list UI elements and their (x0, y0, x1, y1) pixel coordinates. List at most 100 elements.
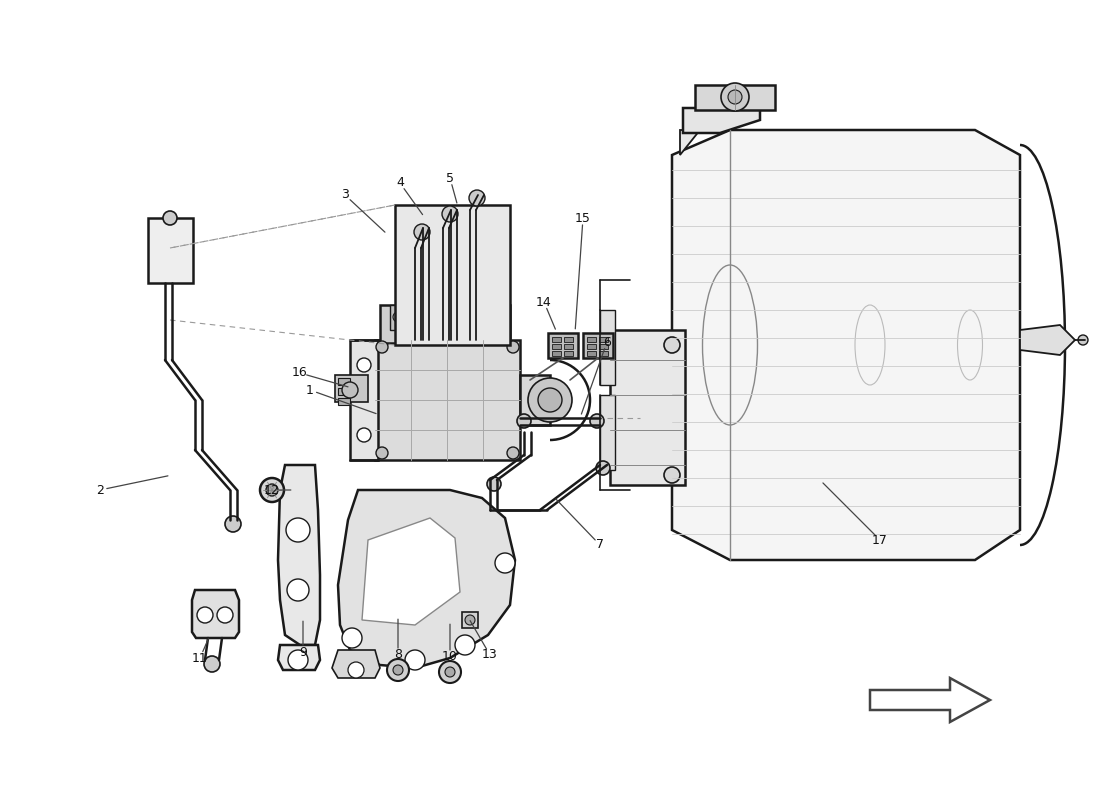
Bar (548, 333, 578, 358)
Circle shape (425, 312, 435, 322)
Circle shape (204, 656, 220, 672)
Circle shape (728, 90, 743, 104)
Bar (338, 378, 350, 385)
Circle shape (720, 83, 749, 111)
Circle shape (376, 341, 388, 353)
Circle shape (226, 516, 241, 532)
Circle shape (414, 224, 430, 240)
Text: 1: 1 (306, 383, 313, 397)
Circle shape (376, 447, 388, 459)
Text: 10: 10 (442, 650, 458, 663)
Text: 17: 17 (872, 534, 888, 546)
Bar (395, 205, 510, 345)
Circle shape (446, 667, 455, 677)
Circle shape (490, 312, 499, 322)
Polygon shape (600, 310, 615, 385)
Bar (148, 218, 192, 283)
Circle shape (163, 211, 177, 225)
Bar (600, 344, 608, 349)
Circle shape (393, 312, 403, 322)
Polygon shape (278, 465, 320, 645)
Polygon shape (680, 130, 700, 155)
Circle shape (286, 518, 310, 542)
Bar (600, 351, 608, 356)
Bar (564, 351, 573, 356)
Circle shape (358, 428, 371, 442)
Text: 12: 12 (264, 483, 279, 497)
Circle shape (596, 461, 611, 475)
Circle shape (469, 190, 485, 206)
Bar (583, 333, 613, 358)
Circle shape (197, 607, 213, 623)
Text: 8: 8 (394, 649, 402, 662)
Text: 15: 15 (575, 211, 591, 225)
Circle shape (387, 659, 409, 681)
Circle shape (439, 661, 461, 683)
Polygon shape (362, 518, 460, 625)
Bar (564, 337, 573, 342)
Bar (379, 305, 510, 343)
Bar (422, 305, 438, 330)
Bar (695, 85, 776, 110)
Bar (338, 388, 350, 395)
Circle shape (260, 478, 284, 502)
Circle shape (487, 477, 500, 491)
Circle shape (590, 414, 604, 428)
Circle shape (348, 662, 364, 678)
Circle shape (495, 553, 515, 573)
Bar (390, 305, 406, 330)
Polygon shape (683, 108, 760, 133)
Bar (564, 344, 573, 349)
Circle shape (507, 447, 519, 459)
Polygon shape (672, 130, 1020, 560)
Circle shape (1078, 335, 1088, 345)
Bar (600, 337, 608, 342)
Circle shape (465, 615, 475, 625)
Circle shape (358, 358, 371, 372)
Polygon shape (278, 645, 320, 670)
Circle shape (528, 378, 572, 422)
Circle shape (455, 635, 475, 655)
Bar (454, 305, 470, 330)
Text: 13: 13 (482, 649, 498, 662)
Bar (552, 344, 561, 349)
Circle shape (517, 414, 531, 428)
Bar (552, 337, 561, 342)
Polygon shape (600, 395, 615, 470)
Bar (350, 340, 378, 460)
Text: 9: 9 (299, 646, 307, 658)
Text: 14: 14 (536, 295, 552, 309)
Bar (610, 330, 685, 485)
Polygon shape (1020, 325, 1075, 355)
Text: 2: 2 (96, 483, 103, 497)
Text: 16: 16 (293, 366, 308, 379)
Circle shape (266, 484, 278, 496)
Polygon shape (192, 590, 239, 638)
Bar (462, 612, 478, 628)
Text: 11: 11 (192, 651, 208, 665)
Bar (587, 351, 596, 356)
Circle shape (342, 628, 362, 648)
Circle shape (393, 665, 403, 675)
Bar (552, 351, 561, 356)
Bar (338, 398, 350, 405)
Bar (520, 375, 550, 425)
Polygon shape (870, 678, 990, 722)
Circle shape (456, 312, 468, 322)
Bar (375, 340, 520, 460)
Bar (486, 305, 502, 330)
Circle shape (217, 607, 233, 623)
Circle shape (405, 650, 425, 670)
Polygon shape (336, 375, 368, 402)
Bar (587, 337, 596, 342)
Text: 7: 7 (596, 538, 604, 551)
Circle shape (288, 650, 308, 670)
Text: 5: 5 (446, 171, 454, 185)
Circle shape (538, 388, 562, 412)
Text: 3: 3 (341, 189, 349, 202)
Circle shape (287, 579, 309, 601)
Polygon shape (332, 650, 380, 678)
Circle shape (664, 467, 680, 483)
Polygon shape (338, 490, 515, 668)
Circle shape (442, 206, 458, 222)
